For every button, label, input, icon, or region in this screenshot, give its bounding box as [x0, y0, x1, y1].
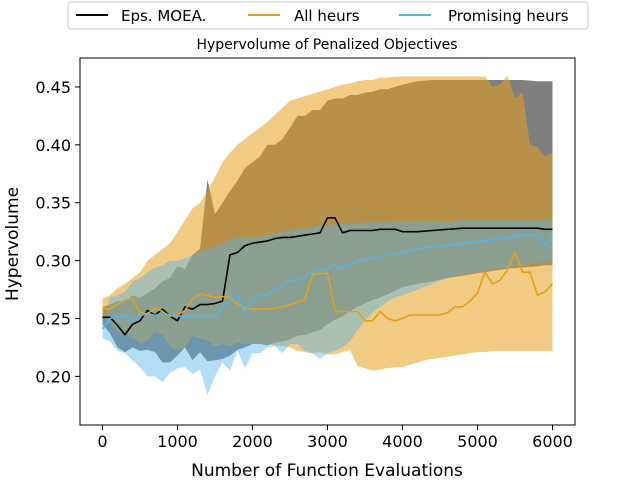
- y-tick-label: 0.35: [35, 194, 71, 213]
- x-tick-label: 5000: [457, 432, 498, 451]
- y-axis-ticks: 0.20 0.25 0.30 0.35 0.40 0.45: [35, 78, 80, 386]
- x-tick-label: 2000: [232, 432, 273, 451]
- y-tick-label: 0.25: [35, 309, 71, 328]
- y-axis-label: Hypervolume: [3, 187, 23, 301]
- line-promising-heurs: [101, 234, 554, 330]
- y-tick-label: 0.40: [35, 136, 71, 155]
- x-axis-ticks: 0 1000 2000 3000 4000 5000 6000: [97, 425, 573, 451]
- legend-label-promising-heurs: Promising heurs: [448, 7, 569, 25]
- x-tick-label: 0: [97, 432, 107, 451]
- x-tick-label: 1000: [157, 432, 198, 451]
- x-tick-label: 6000: [532, 432, 573, 451]
- legend-label-all-heurs: All heurs: [294, 7, 360, 25]
- series-lines: [101, 217, 554, 336]
- line-eps-moea: [102, 217, 553, 336]
- band-promising-heurs: [102, 220, 553, 395]
- y-tick-label: 0.20: [35, 367, 71, 386]
- x-tick-label: 3000: [307, 432, 348, 451]
- legend-frame: [67, 1, 589, 30]
- x-tick-label: 4000: [382, 432, 423, 451]
- legend-label-eps-moea: Eps. MOEA.: [121, 7, 206, 25]
- chart-title: Hypervolume of Penalized Objectives: [196, 37, 457, 53]
- x-axis-label: Number of Function Evaluations: [191, 461, 463, 480]
- y-tick-label: 0.30: [35, 252, 71, 271]
- y-tick-label: 0.45: [35, 78, 71, 97]
- legend: Eps. MOEA. All heurs Promising heurs: [67, 1, 589, 30]
